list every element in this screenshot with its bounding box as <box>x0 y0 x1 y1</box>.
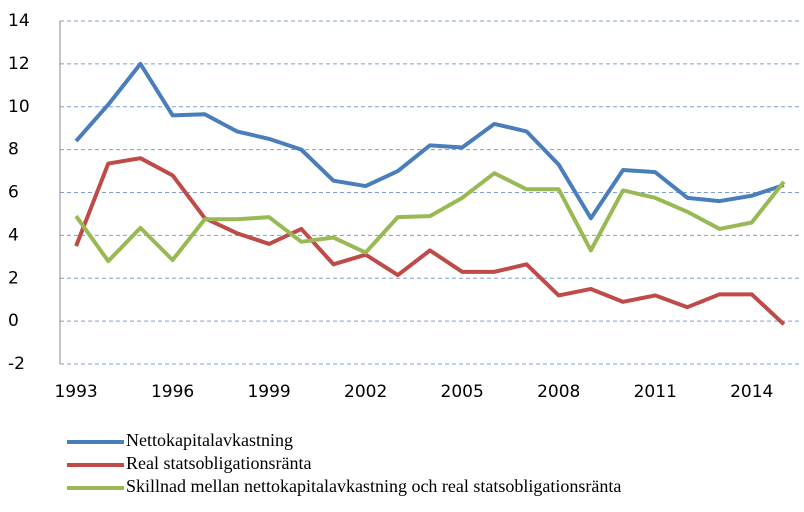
x-tick-label: 2014 <box>730 382 773 402</box>
x-tick-label: 2002 <box>344 382 387 402</box>
series-line <box>74 61 785 221</box>
y-tick-label: 4 <box>8 225 19 245</box>
x-tick-label: 2011 <box>634 382 677 402</box>
series-line <box>74 156 786 326</box>
y-tick-label: 10 <box>8 97 30 117</box>
x-tick-label: 2005 <box>441 382 484 402</box>
x-tick-label: 1993 <box>54 382 97 402</box>
x-tick-label: 1996 <box>151 382 194 402</box>
x-tick-label: 2008 <box>537 382 580 402</box>
y-tick-label: -2 <box>8 354 25 374</box>
legend-label: Skillnad mellan nettokapitalavkastning o… <box>126 476 621 496</box>
y-tick-label: 8 <box>8 140 19 160</box>
y-tick-label: 14 <box>8 11 30 31</box>
y-tick-label: 6 <box>8 183 19 203</box>
series-line <box>74 171 786 264</box>
y-tick-label: 0 <box>8 311 19 331</box>
legend-label: Real statsobligationsränta <box>126 453 311 473</box>
y-tick-label: 2 <box>8 268 19 288</box>
legend-label: Nettokapitalavkastning <box>126 430 293 450</box>
y-tick-label: 12 <box>8 54 30 74</box>
x-tick-label: 1999 <box>247 382 290 402</box>
